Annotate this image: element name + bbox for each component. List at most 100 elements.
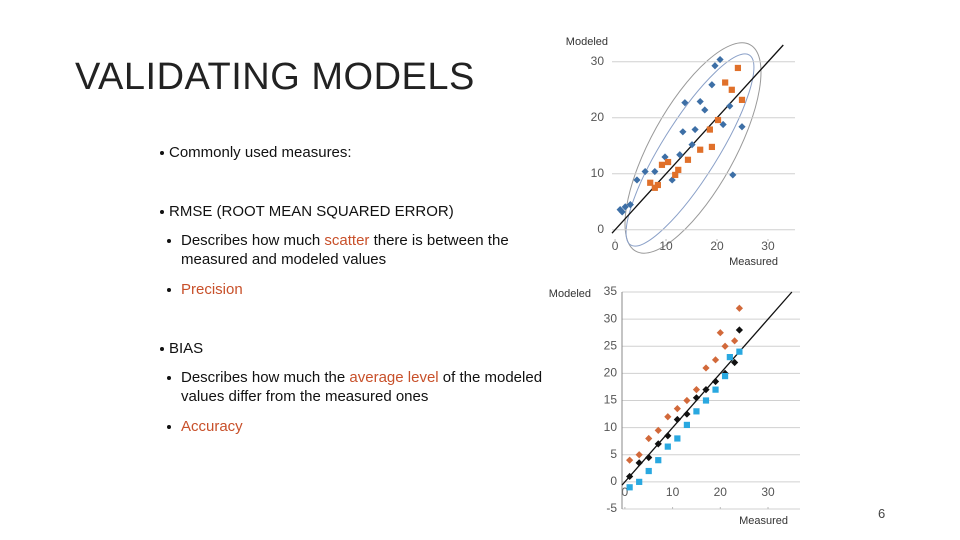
bullet-text: RMSE (ROOT MEAN SQUARED ERROR)	[169, 203, 454, 220]
y-tick-label: 25	[604, 338, 618, 352]
point	[674, 435, 681, 442]
x-tick-label: 20	[710, 239, 724, 253]
point	[668, 176, 676, 184]
bullet: Commonly used measures:	[160, 143, 352, 162]
point	[621, 203, 629, 211]
point	[728, 86, 735, 93]
point	[711, 356, 720, 364]
point	[738, 96, 746, 103]
point	[729, 171, 737, 179]
y-tick-label: 5	[610, 447, 617, 461]
point	[676, 151, 684, 159]
point	[721, 342, 729, 350]
point	[711, 377, 720, 386]
slide-title: VALIDATING MODELS	[75, 56, 475, 98]
point	[701, 106, 709, 114]
bullet-dot	[160, 210, 164, 214]
point	[722, 79, 729, 86]
point	[658, 161, 666, 168]
bullet-dot	[160, 151, 164, 155]
point	[692, 394, 701, 402]
bullet-text: Describes how much	[181, 232, 325, 249]
point	[702, 397, 710, 404]
page-number: 6	[878, 506, 886, 521]
point	[683, 421, 691, 429]
point	[708, 143, 716, 151]
point	[716, 329, 724, 337]
point	[726, 354, 733, 361]
point	[708, 81, 716, 89]
x-tick-label: 30	[761, 239, 775, 253]
bullet-text: of the modeled values differ from the me…	[181, 369, 543, 405]
x-axis-title: Measured	[739, 515, 788, 527]
y-tick-label: 30	[604, 311, 618, 325]
point	[719, 120, 727, 129]
point	[664, 413, 672, 421]
point	[721, 372, 729, 380]
point	[691, 125, 699, 134]
point	[736, 348, 743, 355]
x-tick-label: 20	[714, 485, 728, 499]
bullet-dot	[167, 288, 171, 292]
point	[735, 304, 743, 312]
x-tick-label: 0	[622, 485, 629, 499]
y-tick-label: 30	[591, 54, 605, 68]
bullet-dot	[167, 376, 171, 380]
y-tick-label: -5	[606, 501, 617, 515]
point	[731, 358, 739, 367]
point	[672, 171, 679, 179]
x-axis-title: Measured	[729, 256, 778, 268]
point	[692, 386, 701, 394]
sub-bullet: Accuracy	[167, 417, 561, 436]
highlight-text: Precision	[181, 281, 243, 298]
point	[714, 116, 722, 124]
point	[645, 434, 653, 443]
point	[712, 386, 719, 393]
point	[681, 99, 689, 107]
bullet: BIAS	[160, 339, 203, 358]
point	[696, 97, 704, 106]
point	[738, 123, 746, 131]
y-tick-label: 10	[591, 166, 605, 180]
highlight-text: scatter	[324, 232, 370, 249]
point	[654, 426, 662, 434]
y-tick-label: 10	[604, 420, 618, 434]
point	[626, 472, 634, 481]
sub-bullet: Precision	[167, 280, 561, 299]
bullet-dot	[160, 347, 164, 351]
point	[647, 179, 654, 186]
point	[651, 184, 658, 191]
point	[664, 443, 671, 450]
bullet-dot	[167, 425, 171, 429]
point	[626, 201, 634, 209]
point	[706, 126, 713, 133]
point	[697, 146, 704, 153]
bullet-text: Commonly used measures:	[169, 144, 352, 161]
point	[626, 456, 634, 464]
point	[735, 326, 743, 334]
point	[633, 176, 641, 184]
point	[679, 128, 687, 136]
point	[734, 64, 742, 72]
bullet-text: BIAS	[169, 340, 204, 357]
point	[675, 166, 682, 173]
highlight-text: Accuracy	[181, 418, 243, 435]
point	[645, 453, 653, 462]
y-axis-title: Modeled	[549, 288, 591, 300]
point	[654, 440, 662, 448]
point	[655, 457, 662, 464]
point	[702, 364, 710, 372]
highlight-text: average level	[349, 369, 439, 386]
point	[688, 141, 696, 149]
point	[716, 55, 724, 64]
sub-bullet: Describes how much scatter there is betw…	[167, 231, 561, 269]
point	[731, 337, 739, 345]
point	[661, 153, 669, 161]
bullet-text: there is between the measured and modele…	[181, 232, 509, 268]
x-tick-label: 10	[659, 239, 673, 253]
point	[673, 405, 681, 413]
one-to-one-line	[611, 44, 784, 234]
point	[664, 158, 672, 166]
